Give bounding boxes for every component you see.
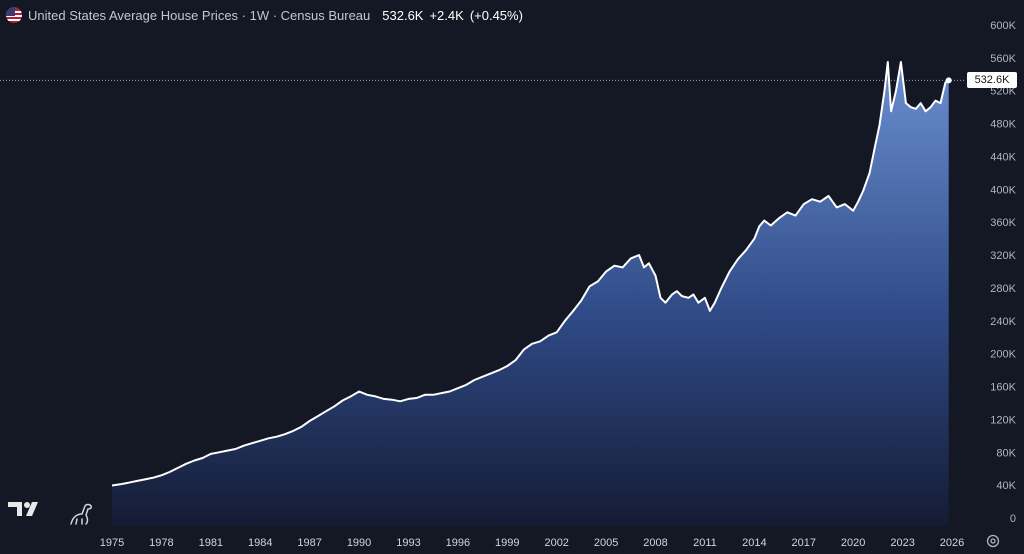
chart-header: United States Average House Prices · 1W …	[6, 6, 523, 24]
x-tick-label: 2023	[890, 537, 914, 549]
price-change-percent: (+0.45%)	[469, 7, 523, 23]
y-tick-label: 200K	[990, 349, 1016, 361]
y-tick-label: 80K	[996, 447, 1016, 459]
x-tick-label: 1996	[446, 537, 470, 549]
x-tick-label: 2005	[594, 537, 618, 549]
y-tick-label: 280K	[990, 283, 1016, 295]
y-tick-label: 160K	[990, 382, 1016, 394]
x-tick-label: 2002	[544, 537, 568, 549]
y-tick-label: 360K	[990, 217, 1016, 229]
x-tick-label: 2008	[643, 537, 667, 549]
y-tick-label: 120K	[990, 414, 1016, 426]
dinosaur-icon[interactable]	[68, 502, 94, 531]
x-axis: 1975 1978 1981 1984 1987 1990 1993 1996 1999 2002…	[100, 537, 964, 549]
y-tick-label: 400K	[990, 184, 1016, 196]
us-flag-icon	[6, 7, 22, 23]
y-axis: 0 40K 80K 120K 160K 200K 240K 280K 320K 360K 400K 4…	[990, 20, 1016, 525]
x-tick-label: 2017	[792, 537, 816, 549]
y-tick-label: 240K	[990, 316, 1016, 328]
series-line	[111, 61, 950, 487]
y-tick-label: 320K	[990, 250, 1016, 262]
y-tick-label: 0	[1010, 513, 1016, 525]
current-price: 532.6K	[382, 7, 424, 23]
price-change: +2.4K	[429, 7, 464, 23]
y-tick-label: 520K	[990, 86, 1016, 98]
last-point-marker	[945, 77, 952, 84]
y-tick-label: 480K	[990, 119, 1016, 131]
x-tick-label: 1990	[347, 537, 371, 549]
x-tick-label: 2026	[940, 537, 964, 549]
y-tick-label: 440K	[990, 151, 1016, 163]
x-tick-label: 1984	[248, 537, 272, 549]
x-tick-label: 1981	[199, 537, 223, 549]
last-price-label: 532.6K	[967, 72, 1017, 89]
x-tick-label: 1978	[149, 537, 173, 549]
x-tick-label: 1987	[297, 537, 321, 549]
x-tick-label: 1993	[396, 537, 420, 549]
series-area-fill	[112, 62, 949, 526]
y-tick-label: 600K	[990, 20, 1016, 32]
x-tick-label: 1975	[100, 537, 124, 549]
x-tick-label: 2020	[841, 537, 865, 549]
x-tick-label: 2011	[693, 537, 717, 549]
gear-icon[interactable]	[985, 533, 1001, 554]
y-tick-label: 40K	[996, 480, 1016, 492]
chart-title: United States Average House Prices · 1W …	[28, 7, 371, 23]
tradingview-logo-icon[interactable]	[8, 500, 44, 523]
x-tick-label: 1999	[495, 537, 519, 549]
y-tick-label: 560K	[990, 53, 1016, 65]
x-tick-label: 2014	[742, 537, 766, 549]
